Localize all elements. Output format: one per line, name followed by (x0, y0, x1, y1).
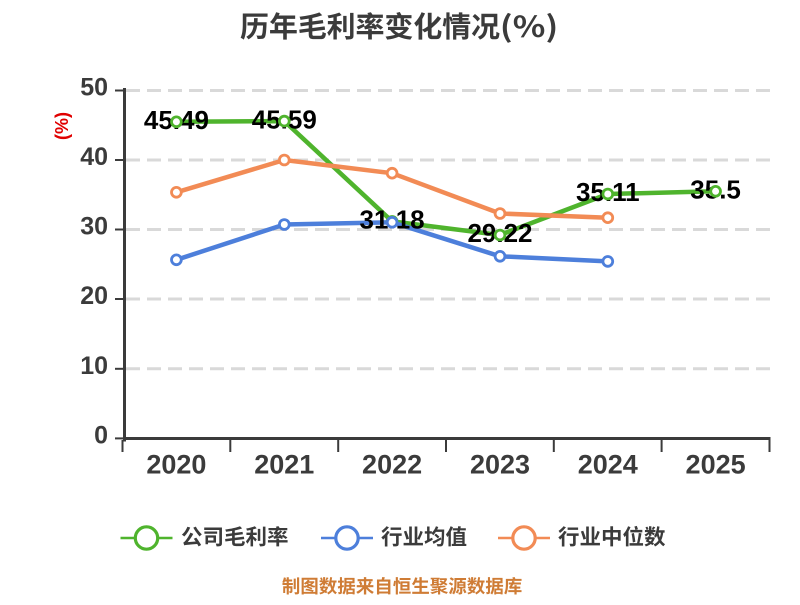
svg-text:50: 50 (80, 74, 108, 102)
svg-text:2022: 2022 (362, 450, 422, 480)
svg-text:(%): (%) (52, 112, 72, 140)
svg-text:10: 10 (80, 352, 108, 380)
svg-text:2021: 2021 (254, 450, 314, 480)
svg-text:2023: 2023 (470, 450, 530, 480)
svg-text:0: 0 (94, 422, 108, 450)
svg-text:30: 30 (80, 213, 108, 241)
svg-text:40: 40 (80, 143, 108, 171)
svg-text:2020: 2020 (146, 450, 206, 480)
svg-text:20: 20 (80, 282, 108, 310)
svg-text:2024: 2024 (578, 450, 638, 480)
svg-text:2025: 2025 (686, 450, 746, 480)
